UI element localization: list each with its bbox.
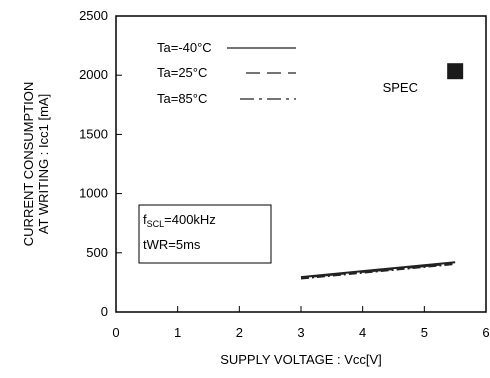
conditions-freq-value: =400kHz xyxy=(164,212,216,227)
conditions-twr: tWR=5ms xyxy=(143,237,201,252)
y-tick-label: 500 xyxy=(86,245,108,260)
legend: Ta=-40°C Ta=25°C Ta=85°C xyxy=(157,40,296,106)
legend-label-ta85: Ta=85°C xyxy=(157,91,207,106)
y-tick-label: 1000 xyxy=(79,186,108,201)
y-tick-label: 2000 xyxy=(79,67,108,82)
series-line-2 xyxy=(300,263,456,280)
y-axis: 0 500 1000 1500 2000 2500 xyxy=(79,8,122,319)
x-axis-label: SUPPLY VOLTAGE : Vcc[V] xyxy=(220,352,382,367)
y-axis-label-line2: AT WRITING : Icc1 [mA] xyxy=(36,94,51,234)
y-axis-label-line1: CURRENT CONSUMPTION xyxy=(21,82,36,246)
y-tick-label: 2500 xyxy=(79,8,108,23)
x-tick-label: 4 xyxy=(359,325,366,340)
spec-marker xyxy=(447,63,464,80)
x-tick-label: 3 xyxy=(297,325,304,340)
x-tick-label: 5 xyxy=(421,325,428,340)
conditions-freq: fSCL=400kHz xyxy=(143,212,216,229)
legend-label-ta-minus40: Ta=-40°C xyxy=(157,40,212,55)
x-tick-label: 6 xyxy=(482,325,489,340)
series-layer xyxy=(300,261,456,280)
conditions-box: fSCL=400kHz tWR=5ms xyxy=(138,204,272,264)
y-tick-label: 0 xyxy=(101,304,108,319)
plot-frame xyxy=(115,15,487,313)
y-tick-label: 1500 xyxy=(79,126,108,141)
x-tick-label: 2 xyxy=(236,325,243,340)
conditions-box-frame xyxy=(138,204,272,264)
x-tick-label: 0 xyxy=(112,325,119,340)
series-line-1 xyxy=(300,262,456,279)
x-axis: 0 1 2 3 4 5 6 xyxy=(112,306,490,340)
x-tick-label: 1 xyxy=(174,325,181,340)
conditions-freq-subscript: SCL xyxy=(147,219,165,229)
legend-label-ta25: Ta=25°C xyxy=(157,65,207,80)
conditions-freq-symbol: f xyxy=(143,212,147,227)
spec-label: SPEC xyxy=(383,80,418,95)
